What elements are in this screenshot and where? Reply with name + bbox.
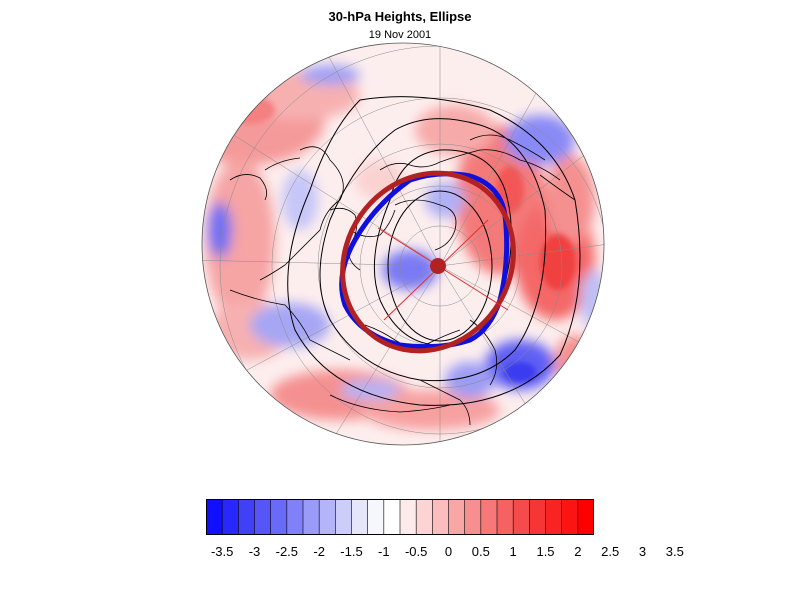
colorbar-tick-label: -2.5 — [275, 544, 299, 559]
colorbar-tick-label: 1.5 — [536, 544, 555, 559]
colorbar-swatch — [561, 499, 579, 535]
colorbar-tick-label: 0.5 — [471, 544, 490, 559]
coastlines — [229, 134, 576, 426]
colorbar-swatch — [545, 499, 563, 535]
colorbar-swatch — [415, 499, 433, 535]
colorbar-tick-label: -0.5 — [404, 544, 428, 559]
colorbar-swatch — [318, 499, 336, 535]
colorbar-swatch — [367, 499, 385, 535]
colorbar-tick-label: 3.5 — [665, 544, 684, 559]
ellipse-center-marker — [430, 258, 446, 274]
colorbar-swatch — [496, 499, 514, 535]
fitted-ellipse — [340, 170, 516, 354]
colorbar-swatch — [464, 499, 482, 535]
colorbar-tick-label: 1 — [509, 544, 517, 559]
colorbar-tick-label: 3 — [638, 544, 647, 559]
colorbar-tick-label: -1 — [378, 544, 390, 559]
anomaly-field — [202, 43, 604, 445]
colorbar-swatch — [302, 499, 320, 535]
colorbar-swatch — [221, 499, 239, 535]
colorbar-swatch — [238, 499, 256, 535]
colorbar-border — [206, 499, 594, 535]
colorbar-swatch — [286, 499, 304, 535]
colorbar-tick-label: -1.5 — [340, 544, 363, 559]
colorbar-tick-label: 2.5 — [601, 544, 620, 559]
colorbar-swatch — [577, 499, 594, 535]
colorbar — [206, 499, 594, 535]
colorbar-swatch — [270, 499, 288, 535]
colorbar-tick-label: 0 — [444, 544, 453, 559]
colorbar-tick-label: 2 — [574, 544, 582, 559]
colorbar-swatch — [480, 499, 498, 535]
map-date: 19 Nov 2001 — [368, 29, 432, 41]
colorbar-swatch — [254, 499, 272, 535]
colorbar-swatch — [512, 499, 530, 535]
map-boundary — [201, 42, 605, 446]
colorbar-swatch — [529, 499, 547, 535]
colorbar-tick-label: -3 — [248, 544, 261, 559]
colorbar-swatch — [399, 499, 417, 535]
colorbar-swatch — [206, 499, 223, 535]
colorbar-swatch — [383, 499, 401, 535]
colorbar-swatch — [448, 499, 466, 535]
colorbar-tick-label: -2 — [313, 544, 325, 559]
colorbar-swatch — [351, 499, 369, 535]
map-title: 30-hPa Heights, Ellipse — [328, 9, 472, 24]
colorbar-tick-label: -3.5 — [210, 544, 234, 559]
colorbar-swatch — [432, 499, 450, 535]
colorbar-swatch — [335, 499, 353, 535]
analysed-contour — [339, 171, 510, 350]
